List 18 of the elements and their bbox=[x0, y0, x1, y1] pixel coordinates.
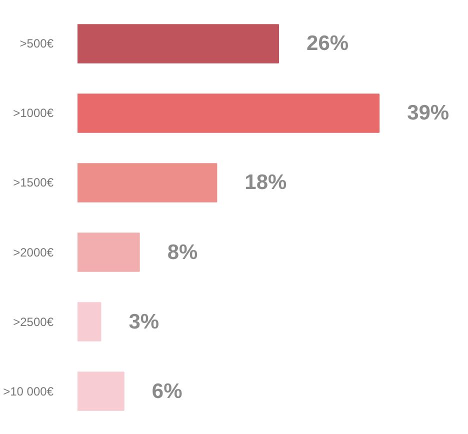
data-label: 26% bbox=[306, 32, 349, 56]
y-tick-label: >2000€ bbox=[13, 245, 54, 260]
data-label: 3% bbox=[128, 310, 160, 334]
bar bbox=[78, 94, 380, 133]
data-label: 39% bbox=[407, 102, 450, 125]
y-tick-label: >10 000€ bbox=[3, 384, 54, 398]
bar bbox=[78, 24, 280, 64]
data-label: 18% bbox=[244, 171, 288, 194]
y-tick-label: >1500€ bbox=[13, 176, 54, 190]
data-label: 8% bbox=[167, 240, 198, 264]
bar bbox=[78, 372, 124, 411]
y-tick-label: >500€ bbox=[20, 36, 54, 51]
y-tick-label: >2500€ bbox=[13, 314, 54, 329]
bar bbox=[78, 163, 218, 202]
bar bbox=[78, 302, 102, 342]
data-label: 6% bbox=[152, 380, 183, 403]
y-tick-label: >1000€ bbox=[13, 106, 54, 120]
bar bbox=[78, 232, 140, 272]
